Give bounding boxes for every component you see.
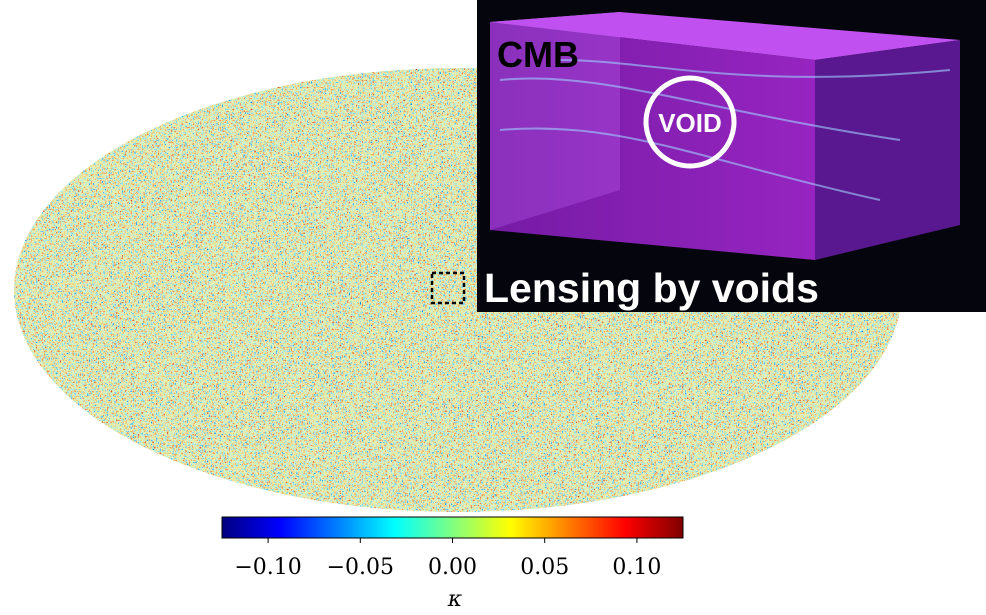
inset: CMB VOID Lensing by voids xyxy=(477,0,986,312)
colorbar-tick-label: 0.05 xyxy=(520,555,569,580)
box-side xyxy=(815,40,960,260)
colorbar-tick-label: −0.10 xyxy=(234,555,301,580)
colorbar-tick-label: 0.10 xyxy=(612,555,661,580)
cmb-label: CMB xyxy=(497,34,579,75)
colorbar xyxy=(222,517,683,538)
void-label: VOID xyxy=(658,108,722,138)
inset-caption: Lensing by voids xyxy=(484,265,819,311)
colorbar-tick-label: 0.00 xyxy=(428,555,477,580)
figure: CMB VOID Lensing by voids −0.10 −0.05 0.00… xyxy=(0,0,986,615)
colorbar-label: κ xyxy=(447,587,463,612)
colorbar-tick-label: −0.05 xyxy=(327,555,394,580)
